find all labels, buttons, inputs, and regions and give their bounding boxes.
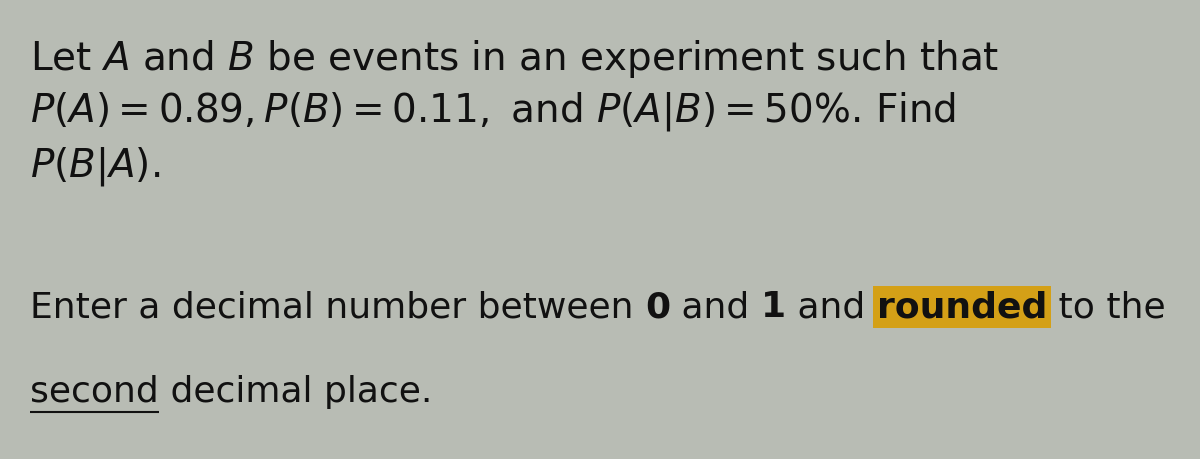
Text: 1: 1 (761, 290, 786, 324)
Text: $P(A) = 0.89, P(B) = 0.11,$ and $P(A|B) = 50\%$. Find: $P(A) = 0.89, P(B) = 0.11,$ and $P(A|B) … (30, 90, 956, 133)
Text: decimal place.: decimal place. (158, 375, 432, 409)
Text: $P(B|A).$: $P(B|A).$ (30, 145, 161, 188)
Text: and: and (670, 290, 761, 324)
Text: Let $\mathit{A}$ and $\mathit{B}$ be events in an experiment such that: Let $\mathit{A}$ and $\mathit{B}$ be eve… (30, 38, 1000, 80)
Text: 0: 0 (646, 290, 670, 324)
Text: to the: to the (1048, 290, 1165, 324)
Text: second: second (30, 375, 158, 409)
Text: rounded: rounded (877, 290, 1048, 324)
Text: Enter a decimal number between: Enter a decimal number between (30, 290, 646, 324)
Text: and: and (786, 290, 877, 324)
